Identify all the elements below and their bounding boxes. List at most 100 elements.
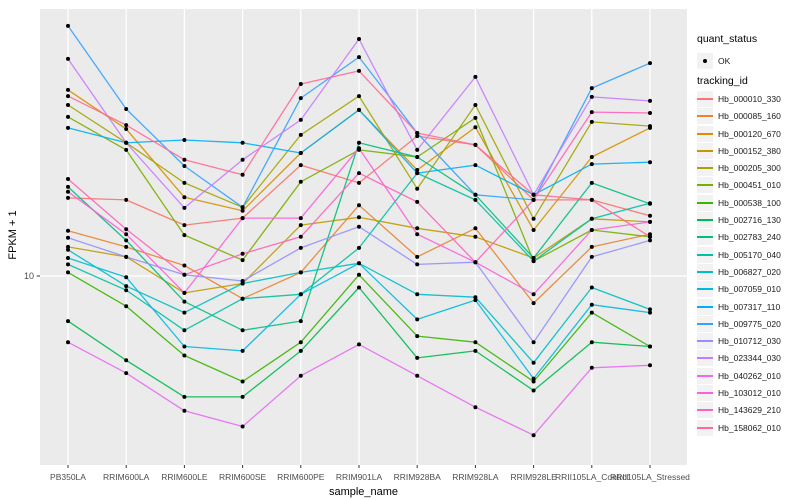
data-point [415,334,420,339]
data-point [182,353,187,358]
legend-item-tracking-id: Hb_009775_020 [697,315,799,332]
data-point [66,195,70,200]
legend-item-tracking-id: Hb_005170_040 [697,246,799,263]
data-point [415,226,420,231]
data-point [182,299,187,304]
x-axis-title: sample_name [328,486,399,498]
line-swatch-icon [697,374,713,377]
data-point [473,226,478,231]
legend-key-line [697,160,713,177]
line-swatch-icon [697,97,713,100]
x-tick-label: RRIM928BA [394,472,442,482]
line-swatch-icon [697,184,713,187]
data-point [357,107,361,112]
data-point [531,256,536,260]
data-point [648,234,652,239]
data-point [124,304,129,309]
legend-item-label: Hb_000205_300 [718,163,781,174]
legend-item-tracking-id: Hb_002716_130 [697,211,799,229]
data-point [66,189,70,194]
data-point [66,228,70,233]
legend-key-line [697,108,713,125]
data-point [66,244,70,249]
data-point [240,424,245,429]
data-point [589,285,594,290]
data-point [182,138,187,142]
line-swatch-icon [697,426,713,429]
legend-item-tracking-id: Hb_000010_330 [697,90,799,107]
data-point [298,132,303,137]
data-point [589,302,594,307]
data-point [648,160,652,165]
legend-title-tracking-id: tracking_id [697,75,748,88]
data-point [182,272,187,277]
legend-item-label: Hb_009775_020 [718,318,781,329]
legend-item-label: Hb_002716_130 [718,215,781,226]
legend-title-quant-status: quant_status [697,33,758,45]
data-point [531,376,536,381]
data-point [182,164,187,168]
legend-key-point [697,52,713,69]
data-point [66,319,70,324]
data-point [648,344,652,349]
data-point [66,103,70,107]
legend: quant_status OK tracking_id Hb_000010_33… [697,33,799,436]
line-swatch-icon [697,340,713,343]
data-point [240,258,245,263]
data-point [473,340,478,345]
line-swatch-icon [697,357,713,360]
data-point [589,180,594,185]
line-swatch-icon [697,236,713,239]
data-point [240,296,245,301]
data-point [357,55,361,60]
legend-key-line [697,350,713,367]
legend-key-line [697,384,713,401]
data-point [415,168,420,172]
legend-key-line [697,315,713,332]
data-point [589,216,594,221]
data-point [648,363,652,368]
data-point [298,82,303,86]
x-tick-label: RRII105LA_Control [555,472,629,482]
line-swatch-icon [697,201,713,204]
line-swatch-icon [697,132,713,135]
data-point [66,125,70,130]
data-point [66,184,70,189]
data-point [531,259,536,264]
data-point [531,388,536,393]
data-point [589,228,594,232]
data-point [124,227,129,232]
legend-item-label: Hb_143629_210 [718,405,781,416]
data-point [473,103,478,107]
legend-item-label: Hb_000010_330 [718,93,781,104]
data-point [473,260,478,265]
legend-key-line [697,194,713,211]
data-point [531,292,536,297]
legend-item-label: Hb_000152_380 [718,145,781,156]
legend-item-quant-status: OK [697,52,799,69]
data-point [124,254,129,259]
line-swatch-icon [697,322,713,325]
legend-key-line [697,402,713,419]
data-point [298,245,303,250]
data-point [240,251,245,256]
data-point [298,373,303,378]
data-point [357,245,361,250]
data-point [357,285,361,290]
line-swatch-icon [697,115,713,118]
data-point [648,111,652,115]
data-point [357,342,361,347]
data-point [415,155,420,159]
data-point [182,233,187,238]
legend-item-label: Hb_005170_040 [718,249,781,260]
data-point [298,270,303,275]
data-point [124,288,129,293]
data-point [415,134,420,139]
data-point [357,272,361,277]
legend-item-label: Hb_000120_670 [718,128,781,139]
data-point [182,157,187,162]
legend-item-label: Hb_010712_030 [718,336,781,347]
data-point [648,310,652,315]
data-point [182,310,187,315]
data-point [415,199,420,204]
